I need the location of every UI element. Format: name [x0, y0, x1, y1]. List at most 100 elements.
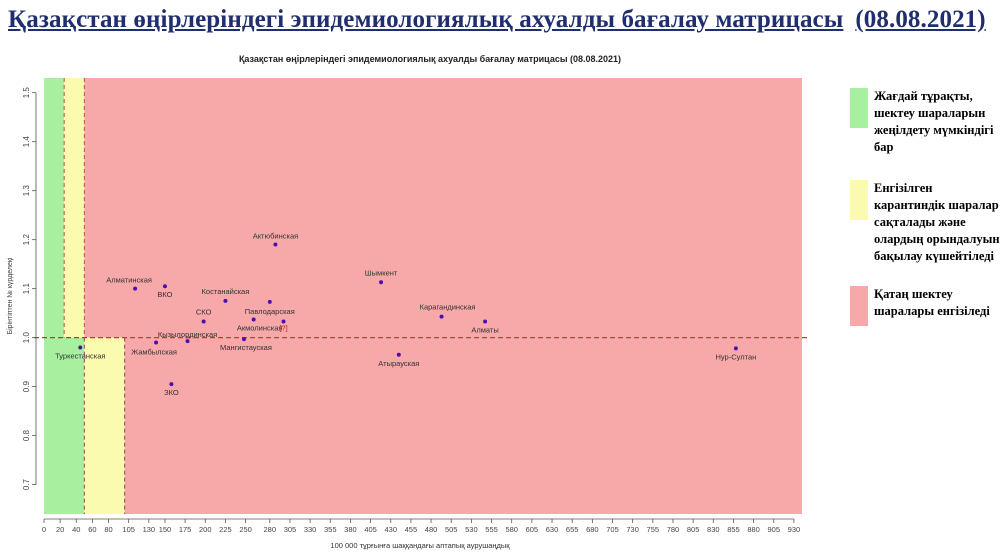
- y-tick-label-8: 1.5: [22, 87, 31, 99]
- x-tick-label-9: 200: [199, 525, 212, 534]
- y-tick-label-2: 0.9: [22, 381, 31, 393]
- data-point-5: [267, 299, 272, 304]
- data-label-12: Жамбылская: [131, 348, 177, 357]
- x-tick-label-36: 880: [747, 525, 760, 534]
- data-point-13: [241, 337, 246, 342]
- data-label-11: Кызылординская: [158, 330, 217, 339]
- x-tick-label-11: 250: [239, 525, 252, 534]
- data-point-0: [273, 242, 278, 247]
- x-tick-label-25: 605: [526, 525, 539, 534]
- x-tick-label-0: 0: [42, 525, 46, 534]
- x-tick-label-4: 80: [104, 525, 112, 534]
- x-tick-label-10: 225: [219, 525, 232, 534]
- data-point-7: [251, 317, 256, 322]
- page-title: Қазақстан өңірлеріндегі эпидемиологиялық…: [8, 6, 992, 34]
- x-tick-label-14: 330: [304, 525, 317, 534]
- zone-lower-0: [44, 337, 85, 514]
- x-tick-label-7: 150: [159, 525, 172, 534]
- legend-text-green: Жағдай тұрақты, шектеу шараларын жеңілде…: [874, 89, 994, 154]
- x-tick-label-17: 405: [364, 525, 377, 534]
- y-tick-label-3: 1.0: [22, 332, 31, 344]
- zone-lower-1: [84, 337, 125, 514]
- x-tick-label-38: 930: [788, 525, 801, 534]
- data-point-12: [154, 340, 159, 345]
- y-axis-label: Бірінтіптен № күрделеқі: [6, 257, 14, 334]
- data-point-16: [169, 382, 174, 387]
- y-tick-label-7: 1.4: [22, 136, 31, 148]
- legend-swatch-yellow: [850, 180, 868, 220]
- x-tick-label-26: 630: [546, 525, 559, 534]
- data-label-9: Карагандинская: [420, 303, 476, 312]
- x-tick-label-16: 380: [344, 525, 357, 534]
- x-tick-label-12: 280: [264, 525, 277, 534]
- data-point-4: [223, 298, 228, 303]
- x-tick-label-13: 305: [284, 525, 297, 534]
- x-tick-label-20: 480: [425, 525, 438, 534]
- data-point-6: [201, 319, 206, 324]
- x-tick-label-35: 855: [727, 525, 740, 534]
- x-tick-label-37: 905: [768, 525, 781, 534]
- data-label-1: Алматинская: [106, 276, 152, 285]
- data-point-15: [396, 352, 401, 357]
- x-tick-label-18: 430: [384, 525, 397, 534]
- zone-upper-2: [84, 78, 802, 338]
- y-tick-label-6: 1.3: [22, 185, 31, 197]
- data-point-8: [281, 319, 286, 324]
- scatter-chart: Қазақстан өңірлеріндегі эпидемиологиялық…: [6, 54, 808, 550]
- data-label-5: Павлодарская: [245, 307, 295, 316]
- x-tick-label-6: 130: [143, 525, 156, 534]
- page-title-date: (08.08.2021): [855, 6, 986, 33]
- x-tick-label-3: 60: [88, 525, 96, 534]
- data-label-10: Алматы: [471, 325, 498, 334]
- x-tick-label-30: 730: [626, 525, 639, 534]
- data-label-4: Костанайская: [202, 287, 250, 296]
- data-label-16: ЗКО: [164, 388, 179, 397]
- data-label-7: Акмолинская: [237, 324, 283, 333]
- data-label-14: Туркестанская: [55, 351, 105, 360]
- data-label-3: Шымкент: [365, 268, 398, 277]
- x-tick-label-15: 355: [324, 525, 337, 534]
- page-title-text: Қазақстан өңірлеріндегі эпидемиологиялық…: [8, 6, 844, 33]
- zone-upper-1: [64, 78, 85, 338]
- legend-swatch-red: [850, 286, 868, 326]
- data-point-17: [733, 346, 738, 351]
- zone-upper-0: [44, 78, 65, 338]
- data-label-13: Мангистауская: [220, 343, 272, 352]
- data-label-8: [?]: [279, 323, 287, 332]
- x-tick-label-2: 40: [72, 525, 80, 534]
- data-point-10: [483, 319, 488, 324]
- data-point-3: [379, 280, 384, 285]
- data-label-15: Атырауская: [378, 359, 419, 368]
- data-point-1: [133, 286, 138, 291]
- x-tick-label-21: 505: [445, 525, 458, 534]
- y-tick-label-4: 1.1: [22, 283, 31, 295]
- x-tick-label-8: 175: [179, 525, 192, 534]
- x-tick-label-1: 20: [56, 525, 64, 534]
- data-label-0: Актюбинская: [253, 232, 298, 241]
- x-tick-label-24: 580: [505, 525, 518, 534]
- chart-title: Қазақстан өңірлеріндегі эпидемиологиялық…: [239, 54, 621, 64]
- y-tick-label-1: 0.8: [22, 430, 31, 442]
- x-tick-label-19: 455: [405, 525, 418, 534]
- x-tick-label-5: 105: [122, 525, 135, 534]
- data-point-9: [439, 314, 444, 319]
- y-tick-label-0: 0.7: [22, 478, 31, 490]
- data-label-17: Нур-Султан: [715, 352, 756, 361]
- x-tick-label-23: 555: [485, 525, 498, 534]
- data-label-6: СКО: [196, 307, 212, 316]
- zone-lower-2: [124, 337, 802, 514]
- x-tick-label-29: 705: [606, 525, 619, 534]
- x-tick-label-22: 530: [465, 525, 478, 534]
- x-tick-label-31: 755: [647, 525, 660, 534]
- x-tick-label-32: 780: [667, 525, 680, 534]
- data-label-2: ВКО: [157, 290, 172, 299]
- data-point-14: [78, 345, 83, 350]
- x-tick-label-28: 680: [586, 525, 599, 534]
- x-tick-label-27: 655: [566, 525, 579, 534]
- x-axis-label: 100 000 тұрғынға шаққандағы аптапық ауру…: [330, 541, 510, 550]
- data-point-2: [162, 284, 167, 289]
- x-tick-label-34: 830: [707, 525, 720, 534]
- legend-swatch-green: [850, 88, 868, 128]
- x-tick-label-33: 805: [687, 525, 700, 534]
- legend-text-yellow: Енгізілген карантиндік шаралар сақталады…: [874, 181, 1000, 263]
